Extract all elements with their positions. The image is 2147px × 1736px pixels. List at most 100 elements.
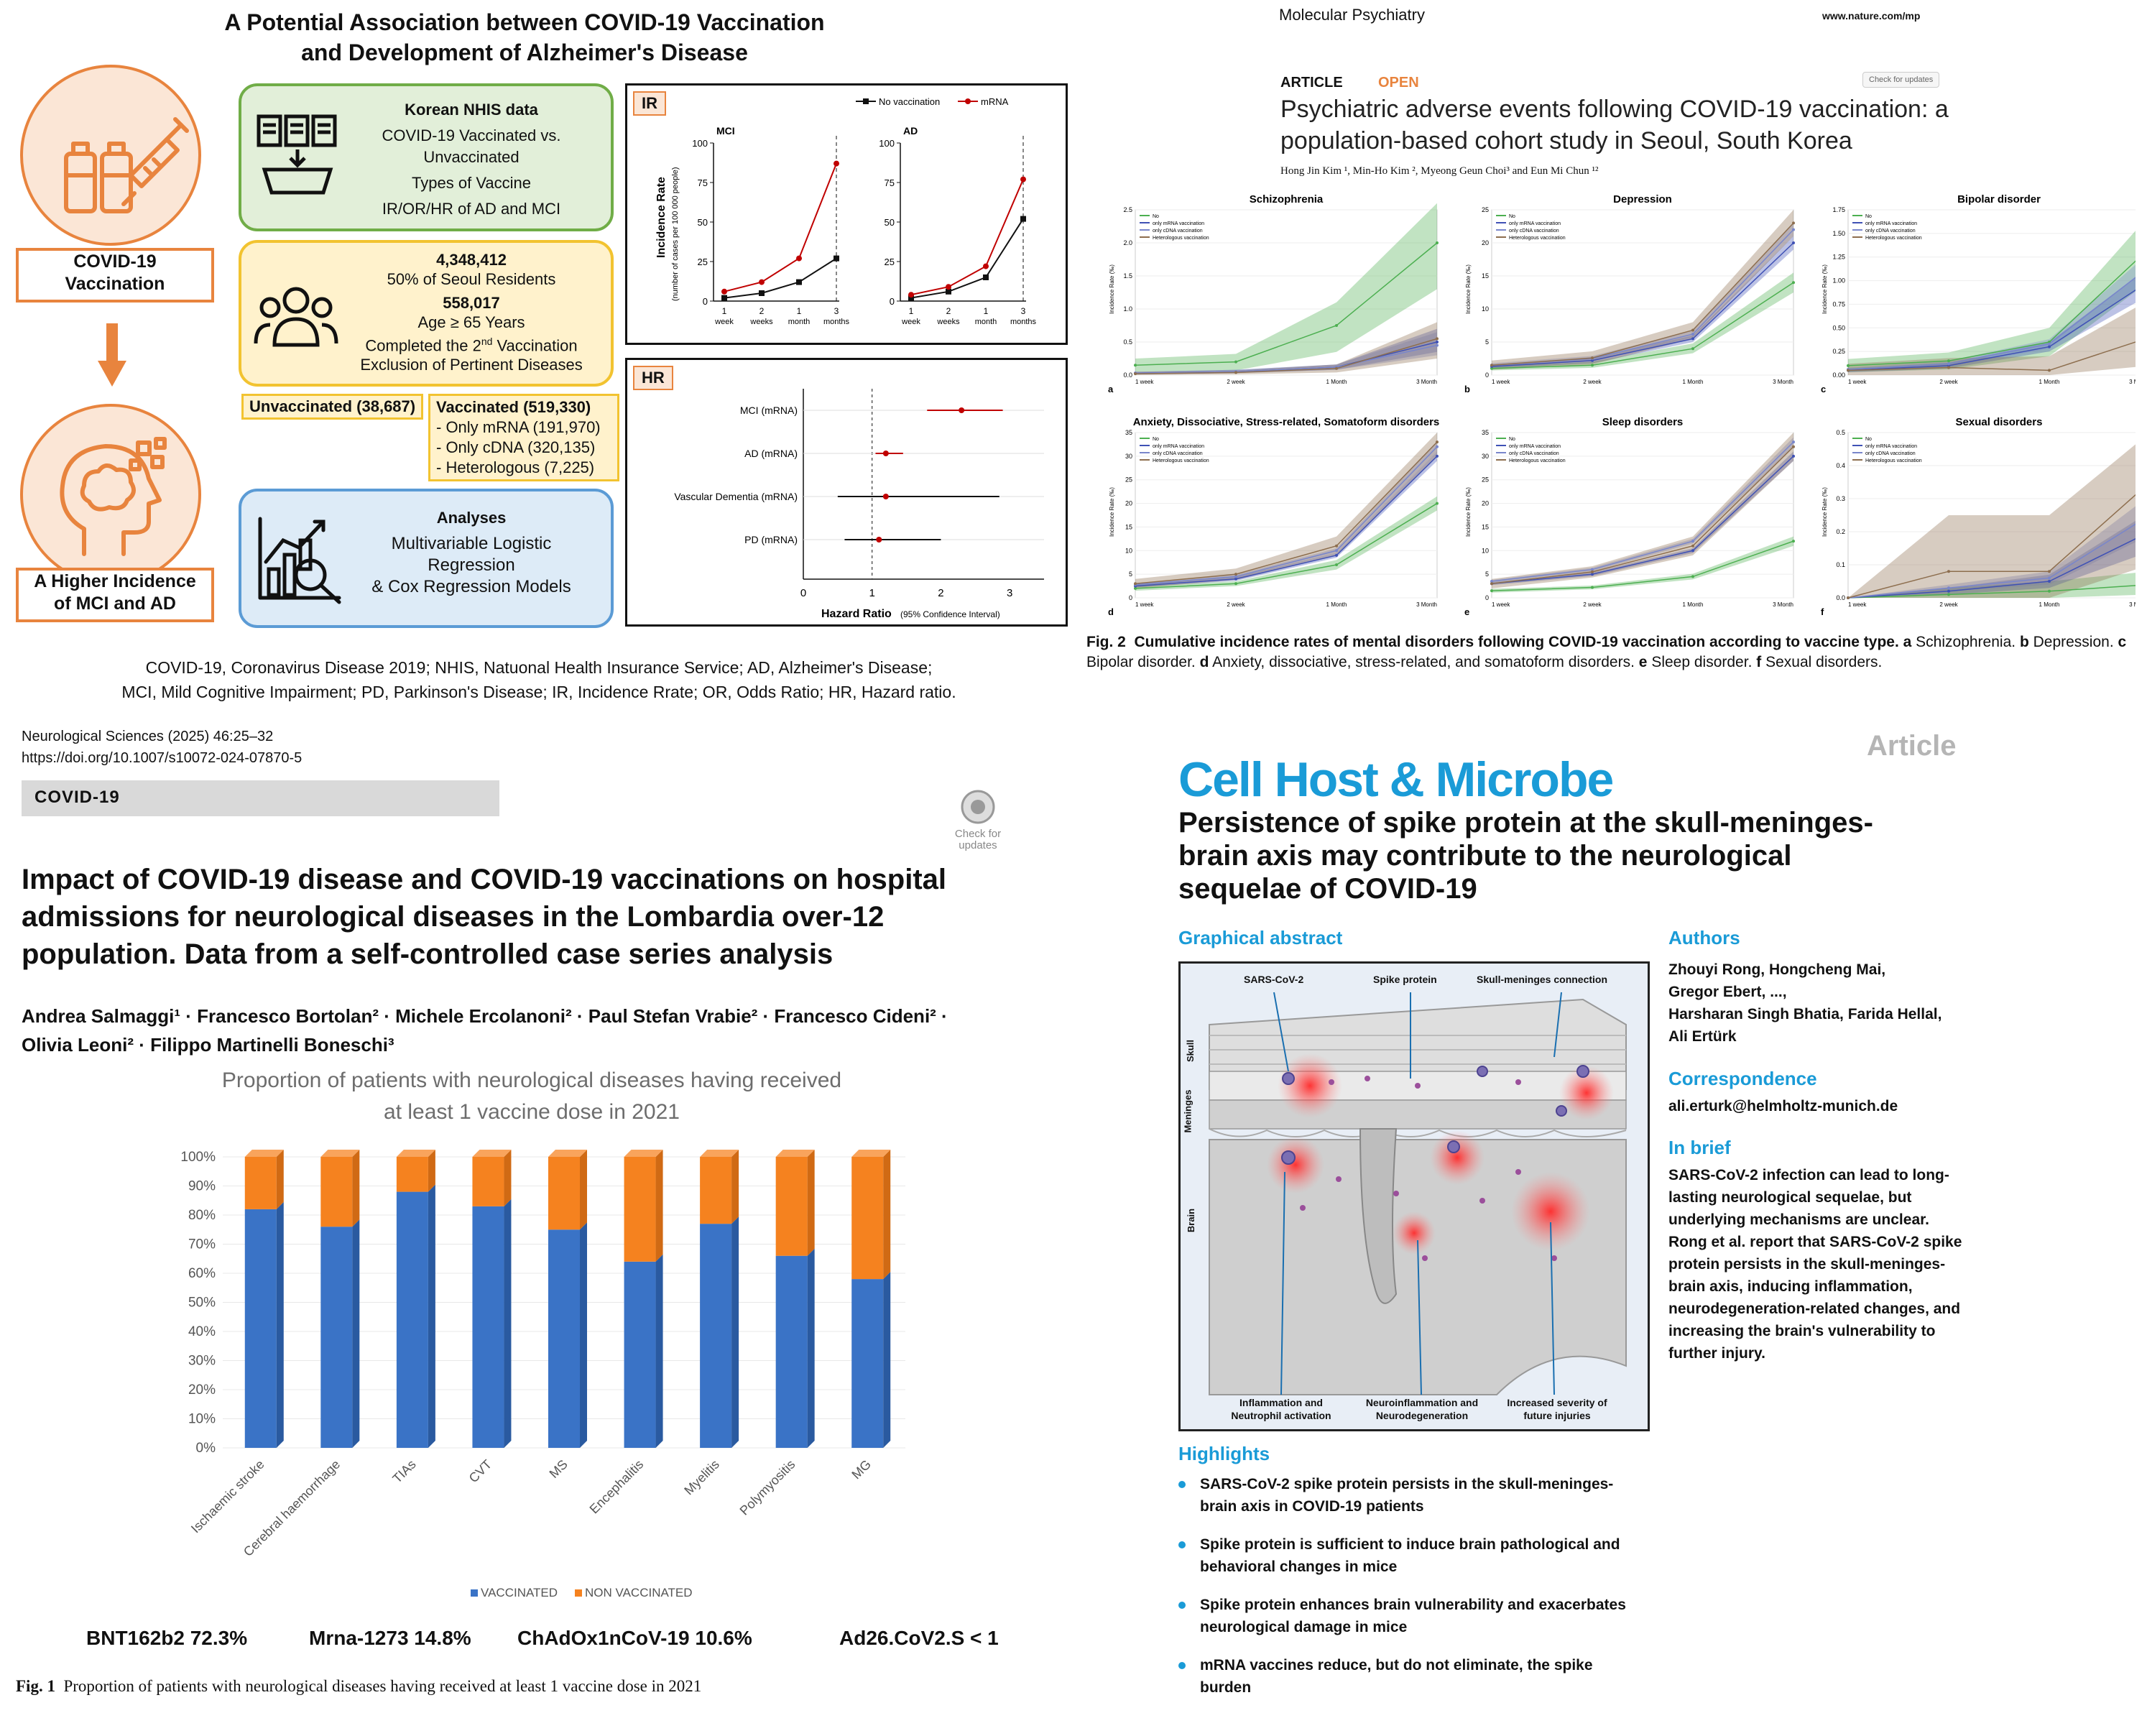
hr-category-label: MCI (mRNA) (740, 405, 798, 416)
mp-point (1847, 369, 1850, 372)
q1-title-line1: A Potential Association between COVID-19… (224, 9, 825, 35)
mp-ytick-label: 2.0 (1123, 239, 1132, 246)
mp-series-line (1135, 441, 1438, 585)
mp-point (1691, 540, 1694, 543)
hr-estimate-point (882, 494, 889, 499)
ir-xtick-label: 2 (946, 306, 951, 316)
mp-series-line (1135, 242, 1438, 366)
mp-point (1134, 364, 1137, 367)
ir-ylabel-units: (number of cases per 100 000 people) (671, 167, 680, 301)
ir-point (796, 279, 802, 285)
bar-non-vaccinated (320, 1157, 353, 1227)
mp-xtick-label: 3 Month (1416, 379, 1437, 385)
mp-point (1792, 454, 1795, 458)
ga-label-neuroinflammation: Neuroinflammation and Neurodegeneration (1365, 1397, 1479, 1421)
correspondence-email[interactable]: ali.erturk@helmholtz-munich.de (1668, 1098, 1898, 1114)
ns-check-updates[interactable]: Check for updates (946, 789, 1010, 851)
mp-point (2048, 342, 2051, 346)
mp-point (1691, 332, 1694, 336)
mp-plot-area (1491, 432, 1794, 599)
ir-point (1020, 176, 1026, 183)
mp-point (1234, 371, 1237, 374)
bar-non-vaccinated-side (276, 1150, 284, 1209)
mp-legend-label: only cDNA vaccination (1509, 451, 1559, 456)
in-brief-text: SARS-CoV-2 infection can lead to long-la… (1668, 1167, 1962, 1362)
mp-ci-band (1492, 210, 1793, 370)
bar-top (244, 1150, 284, 1157)
mp-ytick-label: 10 (1482, 305, 1489, 313)
check-updates-button[interactable]: Check for updates (1862, 72, 1940, 88)
mp-point (1490, 582, 1493, 586)
mp-series-line (1491, 282, 1794, 369)
bar-top (700, 1150, 739, 1157)
mp-url[interactable]: www.nature.com/mp (1822, 10, 1921, 22)
mp-plot-area (1847, 209, 2136, 376)
mp-ci-band (1492, 536, 1793, 593)
ir-xtick-unit: months (823, 318, 850, 326)
bar-vaccinated (775, 1255, 808, 1448)
mp-legend-label: Heterologous vaccination (1509, 458, 1566, 463)
ir-point (1020, 216, 1026, 222)
mp-legend-label: only mRNA vaccination (1153, 221, 1204, 226)
mp-point (1436, 341, 1439, 343)
mp-point (1591, 570, 1594, 573)
mp-point (1436, 343, 1439, 347)
ir-xtick-unit: months (1010, 318, 1037, 326)
mp-point (2048, 580, 2051, 583)
mp-point (1234, 577, 1237, 581)
ns-doi-link[interactable]: https://doi.org/10.1007/s10072-024-07870… (22, 750, 303, 766)
mp-ci-band (1848, 573, 2136, 598)
mp-point (1591, 573, 1594, 576)
ir-xtick-label: 3 (1021, 306, 1026, 316)
mp-point (1234, 360, 1237, 364)
people-group-icon (254, 287, 338, 347)
mp-series-line (1847, 585, 2136, 599)
mp-point (1490, 580, 1493, 583)
mp-ytick-label: 0.4 (1836, 462, 1845, 469)
ir-point (759, 290, 765, 296)
mp-ci-band (1492, 433, 1793, 588)
ga-label-connection: Skull-meninges connection (1477, 974, 1608, 985)
mp-panel-title: Anxiety, Dissociative, Stress-related, S… (1133, 416, 1440, 428)
ir-point (946, 288, 951, 295)
mp-series-line (1491, 540, 1794, 591)
mp-xtick-label: 2 week (1939, 601, 1958, 608)
brain-circle (20, 404, 201, 585)
fig1-caption: Fig. 1 Proportion of patients with neuro… (16, 1677, 702, 1695)
mp-legend-label: Heterologous vaccination (1865, 236, 1922, 241)
hr-panel: HR 0 1 2 3 MCI (mRNA) AD (mRNA) Vascular Demen… (625, 358, 1068, 627)
mp-xtick-label: 1 Month (1326, 601, 1347, 608)
bar-ytick-label: 70% (188, 1237, 216, 1252)
mp-xtick-label: 1 Month (2039, 601, 2060, 608)
vaccine-share-bnt: BNT162b2 72.3% (86, 1627, 248, 1649)
mp-ytick-label: 1.5 (1123, 272, 1132, 280)
bar-top (624, 1150, 663, 1157)
bar-vaccinated-side (807, 1248, 815, 1448)
ir-point (796, 255, 802, 262)
fig2-caption: Fig. 2 Cumulative incidence rates of men… (1086, 634, 2127, 670)
bar-ytick-label: 10% (188, 1412, 216, 1427)
bar-non-vaccinated (851, 1157, 884, 1280)
mp-ytick-label: 20 (1482, 239, 1489, 246)
mp-ytick-label: 0 (1485, 594, 1489, 601)
hr-category-label: PD (mRNA) (744, 534, 798, 545)
ir-series-line (910, 179, 1024, 296)
ga-label-skull: Skull (1185, 1039, 1196, 1063)
mp-point (1591, 359, 1594, 362)
mp-xtick-label: 1 week (1492, 601, 1510, 608)
mp-point (1792, 241, 1795, 244)
bar-category-label: Ischaemic stroke (188, 1457, 267, 1536)
bar-ytick-label: 30% (188, 1354, 216, 1369)
mp-ytick-label: 1.50 (1832, 230, 1845, 237)
mp-ytick-label: 0.0 (1123, 371, 1132, 379)
mp-ytick-label: 0 (1129, 594, 1132, 601)
check-updates-icon (961, 790, 995, 824)
mp-ci-band (1135, 328, 1437, 375)
mp-point (1792, 221, 1795, 225)
mp-ytick-label: 25 (1125, 476, 1132, 484)
mp-panel-title: Sexual disorders (1956, 416, 2043, 428)
legend-no-marker (863, 98, 869, 104)
mp-plot-area (1847, 432, 2136, 599)
mp-ytick-label: 10 (1482, 547, 1489, 554)
mp-point (1691, 347, 1694, 351)
